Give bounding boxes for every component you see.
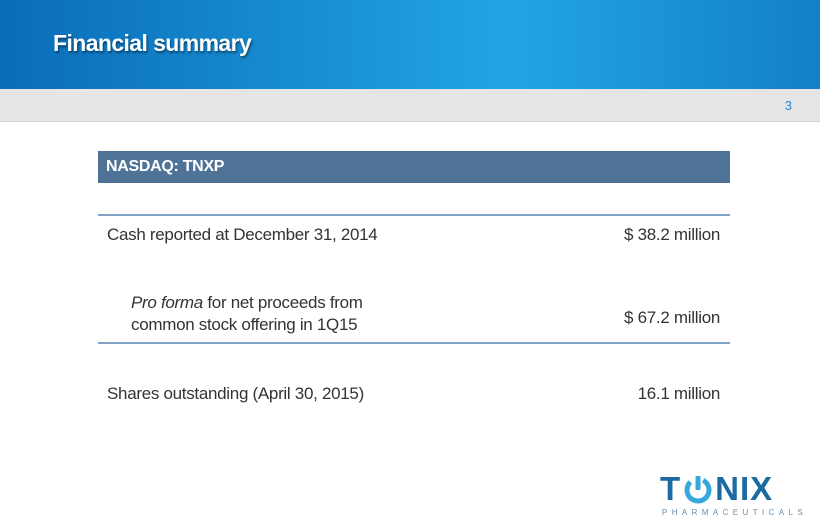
proforma-italic: Pro forma xyxy=(131,293,203,312)
logo-letters-nix: NIX xyxy=(715,470,774,507)
cash-value: $ 38.2 million xyxy=(624,225,720,244)
proforma-line-2: common stock offering in 1Q15 xyxy=(131,315,358,334)
slide-header: Financial summary xyxy=(0,0,820,89)
logo-letter-t: T xyxy=(660,470,682,507)
proforma-line-1: Pro forma for net proceeds from xyxy=(131,292,363,314)
proforma-line-1-rest: for net proceeds from xyxy=(202,293,363,312)
shares-value: 16.1 million xyxy=(637,384,721,403)
table-bottom-rule xyxy=(98,342,730,344)
power-icon xyxy=(683,474,713,504)
cash-label: Cash reported at December 31, 2014 xyxy=(107,225,378,244)
shares-label: Shares outstanding (April 30, 2015) xyxy=(107,384,364,403)
table-top-rule xyxy=(98,214,730,216)
tonix-logo: T NIX PHARMACEUTICALS xyxy=(660,470,803,520)
header-subbar xyxy=(0,89,820,122)
ticker-label: NASDAQ: TNXP xyxy=(106,158,225,175)
page-number: 3 xyxy=(784,98,792,113)
ticker-bar: NASDAQ: TNXP xyxy=(98,151,730,183)
logo-subtitle: PHARMACEUTICALS xyxy=(662,508,808,517)
slide-title: Financial summary xyxy=(53,30,252,56)
proforma-label: Pro forma for net proceeds from common s… xyxy=(131,292,363,336)
proforma-value: $ 67.2 million xyxy=(624,308,720,327)
logo-wordmark: T NIX xyxy=(660,470,773,508)
